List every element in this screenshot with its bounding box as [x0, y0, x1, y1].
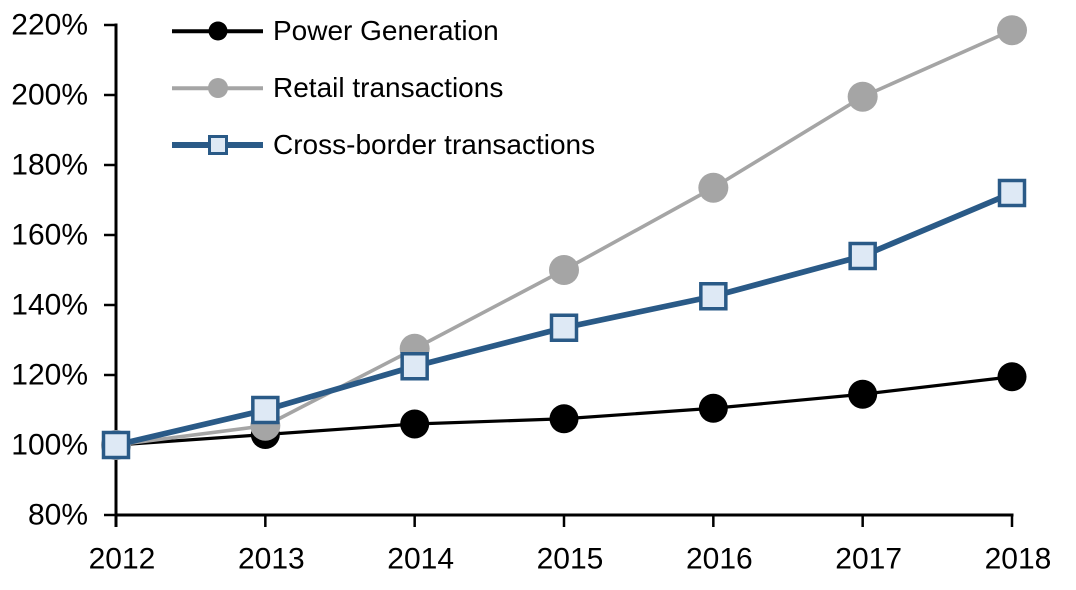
data-point-circle	[698, 393, 728, 423]
y-tick-label: 160%	[11, 219, 88, 252]
data-point-circle	[698, 172, 729, 203]
legend-label-retail-transactions: Retail transactions	[273, 72, 504, 103]
x-tick-label: 2018	[985, 543, 1052, 576]
x-tick-label: 2017	[835, 543, 902, 576]
y-tick-label: 180%	[11, 149, 88, 182]
data-point-square	[251, 395, 280, 425]
legend: Power Generation Retail transactions Cro…	[172, 13, 595, 163]
x-tick-label: 2013	[238, 543, 305, 576]
legend-circle-marker-icon	[208, 21, 227, 41]
data-point-circle	[549, 404, 579, 434]
x-tick-label: 2014	[387, 543, 454, 576]
legend-label-cross-border-transactions: Cross-border transactions	[273, 129, 596, 160]
data-point-square	[997, 178, 1027, 208]
y-tick-label: 80%	[28, 499, 88, 532]
data-point-circle	[997, 362, 1027, 392]
legend-label-power-generation: Power Generation	[273, 15, 499, 46]
data-point-square	[699, 282, 728, 311]
y-tick-label: 220%	[11, 9, 88, 42]
legend-square-marker-icon	[207, 135, 228, 155]
x-tick-label: 2015	[537, 543, 604, 576]
x-tick-label: 2016	[686, 543, 753, 576]
data-point-square	[400, 352, 429, 381]
y-tick-label: 100%	[11, 429, 88, 462]
data-point-square	[101, 430, 131, 460]
data-point-square	[848, 241, 877, 271]
data-point-circle	[549, 255, 579, 285]
legend-item-power-generation: Power Generation	[172, 13, 595, 49]
data-point-square	[549, 313, 579, 342]
legend-circle-marker-icon	[207, 78, 228, 98]
data-point-circle	[848, 379, 878, 409]
data-point-circle	[997, 15, 1027, 46]
cross-border-transactions-line-marker-icon	[172, 127, 263, 163]
legend-item-cross-border-transactions: Cross-border transactions	[172, 127, 595, 163]
power-generation-line-marker-icon	[172, 13, 263, 49]
x-tick-label: 2012	[89, 543, 156, 576]
y-tick-label: 140%	[11, 289, 88, 322]
y-tick-label: 200%	[11, 79, 88, 112]
data-point-circle	[400, 409, 430, 439]
y-tick-label: 120%	[11, 359, 88, 392]
legend-item-retail-transactions: Retail transactions	[172, 70, 595, 106]
retail-transactions-line-marker-icon	[172, 70, 263, 106]
data-point-circle	[847, 81, 878, 112]
